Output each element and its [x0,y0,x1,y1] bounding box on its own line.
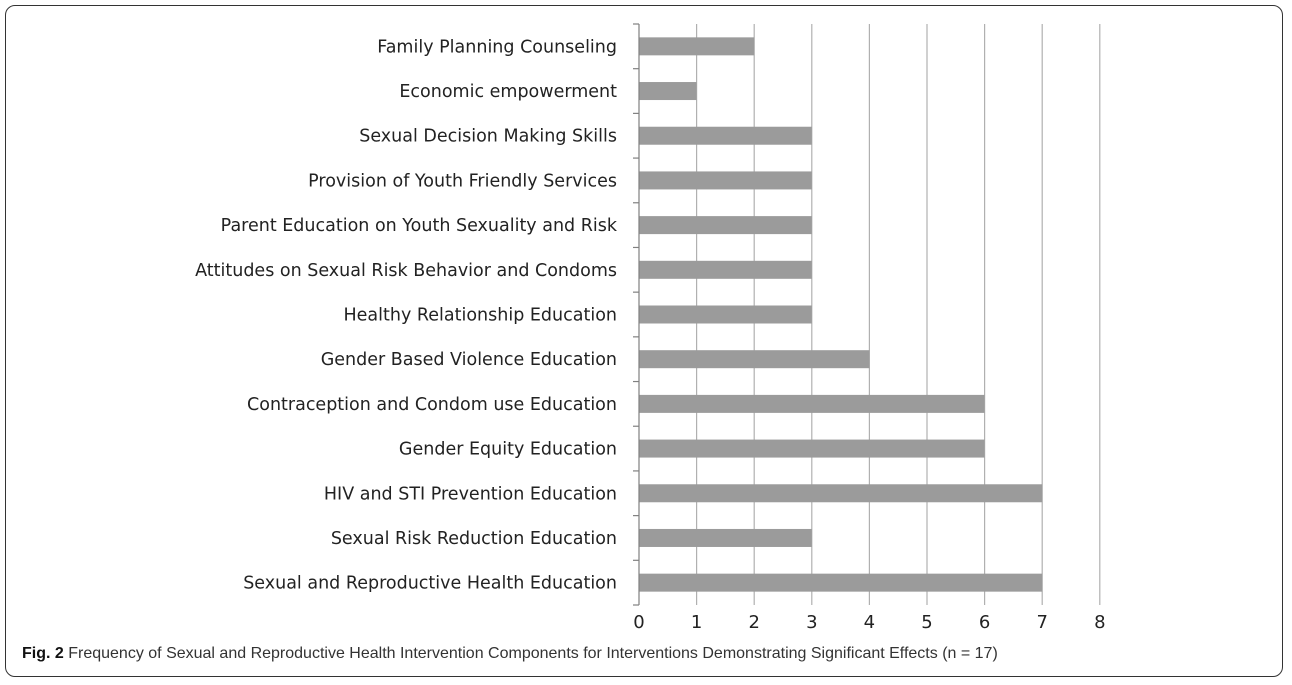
figure-caption: Fig. 2 Frequency of Sexual and Reproduct… [22,645,1272,663]
bar [639,260,812,279]
category-label: Economic empowerment [399,82,617,102]
category-label: Provision of Youth Friendly Services [308,171,617,191]
category-label: Gender Equity Education [399,440,617,460]
bar [639,305,812,324]
category-label: Family Planning Counseling [377,37,617,57]
bar [639,528,812,547]
bar-chart: Family Planning Counseling Economic empow… [195,23,1106,633]
x-tick-label: 6 [979,612,990,633]
category-labels: Family Planning Counseling Economic empow… [195,37,618,593]
category-label: Gender Based Violence Education [321,350,617,370]
category-label: Healthy Relationship Education [344,306,618,326]
bar [639,439,985,458]
category-label: Parent Education on Youth Sexuality and … [221,216,618,236]
bar [639,394,985,413]
bars [639,37,1043,592]
x-tick-label: 7 [1036,612,1047,633]
x-tick-label: 2 [748,612,759,633]
x-tick-labels: 0 1 2 3 4 5 6 7 8 [633,612,1105,633]
category-label: Sexual Decision Making Skills [359,127,617,147]
x-tick-label: 1 [691,612,702,633]
x-tick-label: 8 [1094,612,1105,633]
category-label: Sexual Risk Reduction Education [331,529,617,549]
category-label: Sexual and Reproductive Health Education [243,574,617,594]
figure-frame [5,5,1283,677]
bar [639,573,1043,592]
category-label: HIV and STI Prevention Education [324,484,617,504]
y-axis [633,23,640,606]
bar [639,216,812,235]
bar [639,171,812,190]
figure-caption-text: Frequency of Sexual and Reproductive Hea… [68,645,998,662]
category-label: Attitudes on Sexual Risk Behavior and Co… [195,261,617,281]
bar [639,484,1043,503]
category-label: Contraception and Condom use Education [247,395,617,415]
grid-lines [695,24,1101,605]
bar [639,126,812,145]
bar [639,37,755,56]
x-tick-label: 0 [633,612,644,633]
figure-label: Fig. 2 [22,645,64,662]
x-tick-label: 3 [806,612,817,633]
bar [639,82,697,101]
bar [639,350,870,369]
x-tick-label: 5 [921,612,932,633]
x-tick-label: 4 [864,612,875,633]
